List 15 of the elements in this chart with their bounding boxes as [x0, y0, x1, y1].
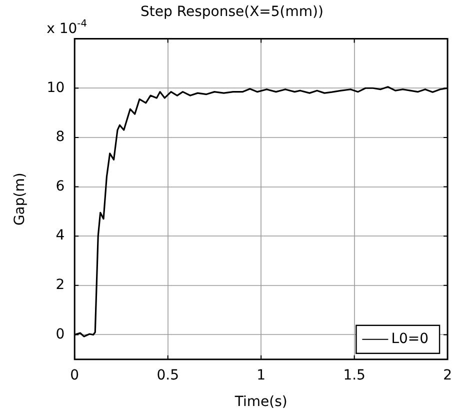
chart-title: Step Response(X=5(mm)) [140, 4, 324, 20]
y-axis-title: Gap(m) [12, 172, 28, 226]
x-tick-label: 1 [256, 367, 266, 384]
x-tick-label: 0 [70, 367, 80, 384]
y-tick-label: 4 [56, 228, 65, 244]
y-tick-label: 6 [56, 178, 65, 194]
x-tick-label: 1.5 [343, 367, 366, 384]
y-tick-label: 2 [56, 277, 65, 294]
x-axis-title: Time(s) [234, 394, 288, 410]
x-tick-label: 2 [443, 367, 452, 384]
x-tick-label: 0.5 [156, 367, 179, 384]
legend-label: L0=0 [391, 331, 429, 348]
y-tick-label: 10 [46, 80, 65, 96]
y-tick-label: 0 [56, 326, 65, 342]
y-tick-label: 8 [56, 129, 65, 146]
